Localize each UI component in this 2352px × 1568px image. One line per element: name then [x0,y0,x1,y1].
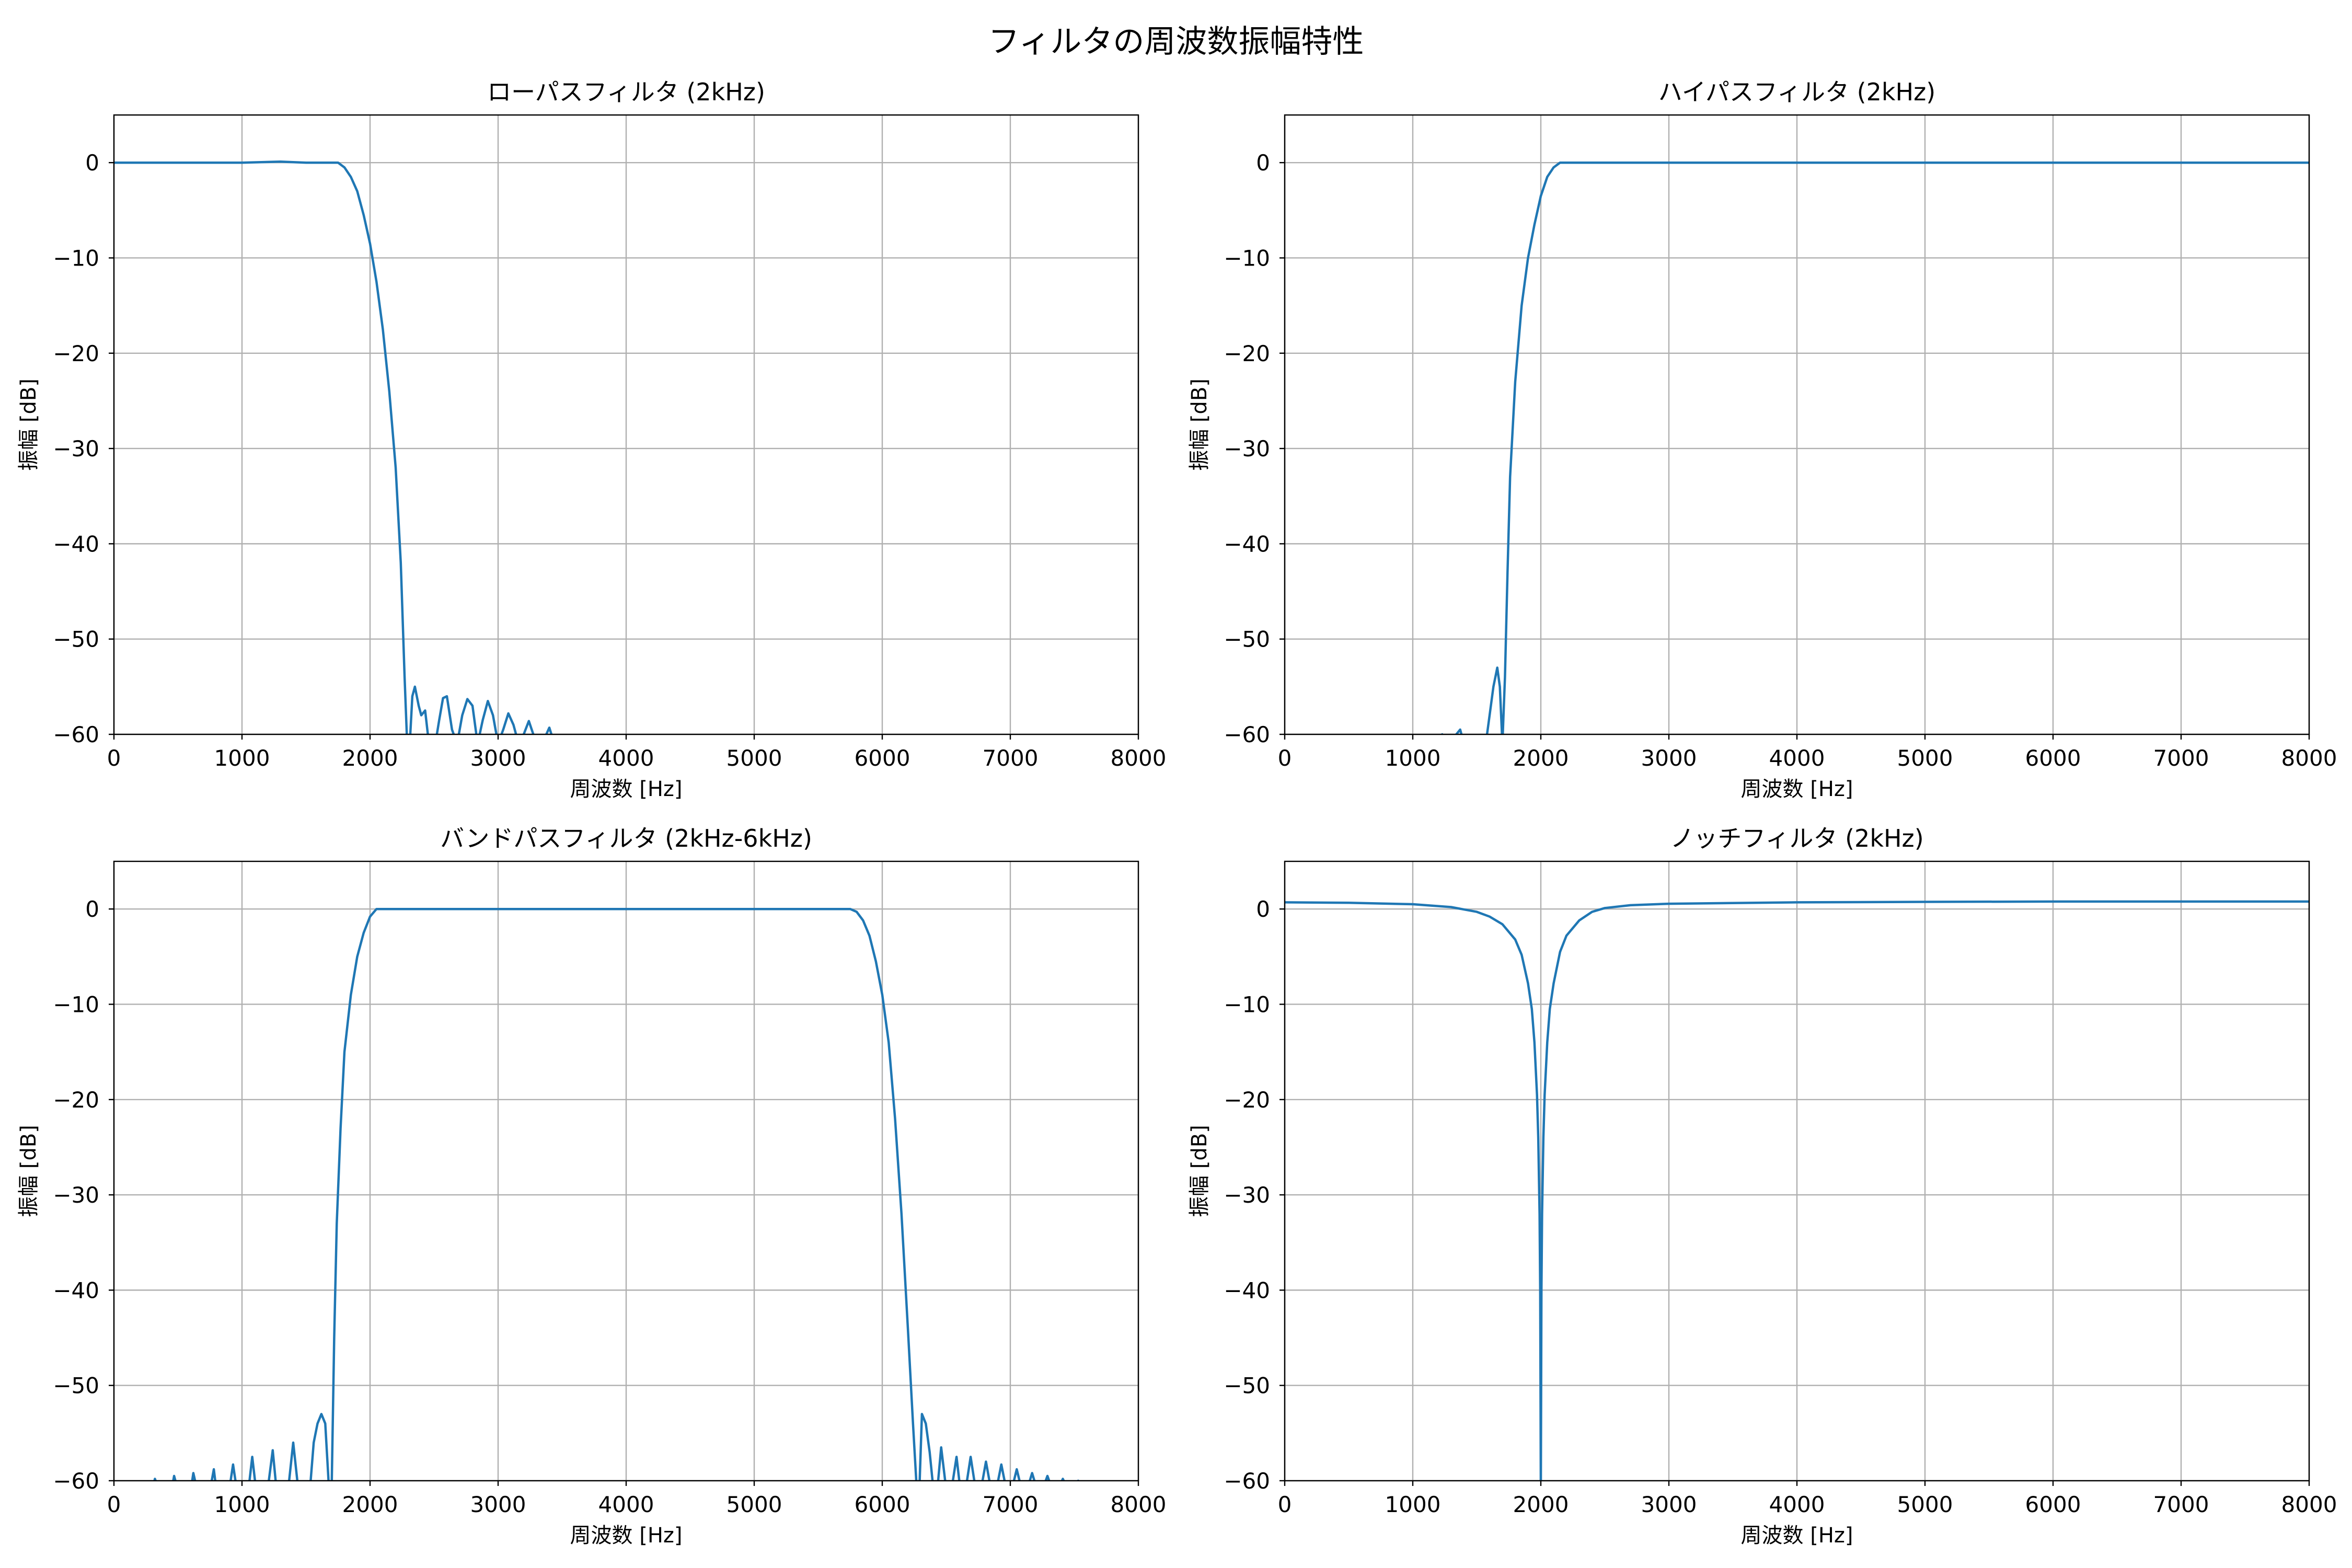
x-tick-label: 7000 [2153,1492,2209,1517]
y-tick-label: −30 [53,436,99,462]
figure-suptitle: フィルタの周波数振幅特性 [988,24,1364,60]
x-tick-label: 5000 [1897,1492,1953,1517]
x-tick-label: 5000 [1897,745,1953,771]
x-tick-label: 8000 [1111,1492,1167,1517]
x-tick-label: 0 [1278,745,1292,771]
x-tick-label: 1000 [1385,745,1441,771]
x-tick-label: 3000 [1641,1492,1697,1517]
y-tick-label: 0 [85,150,99,176]
x-tick-label: 5000 [727,745,782,771]
x-axis-label: 周波数 [Hz] [570,1524,683,1548]
y-tick-label: −50 [53,1373,99,1399]
y-tick-label: −10 [1224,991,1270,1017]
series-line [1440,161,2309,734]
x-tick-label: 1000 [1385,1492,1441,1517]
x-tick-label: 2000 [1513,745,1569,771]
y-tick-label: −60 [1224,722,1270,747]
x-tick-label: 6000 [855,1492,910,1517]
x-tick-label: 1000 [214,745,270,771]
x-tick-label: 6000 [855,745,910,771]
x-tick-label: 7000 [2153,745,2209,771]
y-axis-label: 振幅 [dB] [17,378,41,471]
chart-panel-4: 0 1000 2000 3000 4000 5000 6000 7000 8000 0 −10 −20… [1187,824,2337,1548]
x-tick-label: 5000 [727,1492,782,1517]
y-axis-label: 振幅 [dB] [17,1125,41,1217]
y-tick-label: 0 [1256,896,1270,922]
y-tick-label: 0 [1256,150,1270,176]
x-tick-label: 0 [107,1492,121,1517]
y-tick-label: −50 [1224,627,1270,652]
y-tick-label: −10 [1224,245,1270,271]
chart-title: バンドパスフィルタ (2kHz-6kHz) [440,824,812,852]
x-tick-label: 1000 [214,1492,270,1517]
y-tick-label: −60 [53,1468,99,1494]
x-tick-label: 0 [107,745,121,771]
x-tick-label: 4000 [1769,1492,1825,1517]
y-tick-label: −50 [53,627,99,652]
series-line [114,160,553,734]
x-tick-label: 8000 [2281,1492,2337,1517]
x-axis-label: 周波数 [Hz] [1741,1524,1853,1548]
y-tick-label: −20 [1224,341,1270,366]
y-tick-label: −20 [53,341,99,366]
chart-title: ノッチフィルタ (2kHz) [1670,824,1923,852]
y-axis-label: 振幅 [dB] [1187,1125,1212,1217]
x-tick-label: 4000 [598,745,654,771]
y-tick-label: 0 [85,896,99,922]
x-tick-label: 6000 [2025,1492,2081,1517]
x-tick-label: 4000 [598,1492,654,1517]
x-tick-label: 2000 [342,745,398,771]
y-tick-label: −40 [1224,1277,1270,1303]
x-axis-label: 周波数 [Hz] [570,777,683,801]
y-tick-label: −10 [53,991,99,1017]
x-tick-label: 2000 [342,1492,398,1517]
series-line [153,907,1080,1481]
y-axis-label: 振幅 [dB] [1187,378,1212,471]
x-tick-label: 3000 [470,1492,526,1517]
x-tick-label: 8000 [1111,745,1167,771]
x-tick-label: 8000 [2281,745,2337,771]
y-tick-label: −40 [53,531,99,557]
x-tick-label: 2000 [1513,1492,1569,1517]
y-tick-label: −60 [1224,1468,1270,1494]
x-tick-label: 4000 [1769,745,1825,771]
y-tick-label: −40 [1224,531,1270,557]
x-tick-label: 0 [1278,1492,1292,1517]
chart-title: ハイパスフィルタ (2kHz) [1658,78,1935,106]
y-tick-label: −20 [1224,1087,1270,1113]
y-tick-label: −30 [53,1182,99,1208]
x-tick-label: 6000 [2025,745,2081,771]
y-tick-label: −30 [1224,436,1270,462]
chart-title: ローパスフィルタ (2kHz) [487,78,765,106]
y-tick-label: −20 [53,1087,99,1113]
x-axis-label: 周波数 [Hz] [1741,777,1853,801]
y-tick-label: −40 [53,1277,99,1303]
y-tick-label: −60 [53,722,99,747]
y-tick-label: −30 [1224,1182,1270,1208]
x-tick-label: 7000 [983,745,1039,771]
y-tick-label: −10 [53,245,99,271]
x-tick-label: 3000 [1641,745,1697,771]
chart-panel-1: 0 1000 2000 3000 4000 5000 6000 7000 8000 0 −10 −20… [17,78,1166,801]
chart-panel-2: 0 1000 2000 3000 4000 5000 6000 7000 8000 0 −10 −20… [1187,78,2337,801]
chart-panel-3: 0 1000 2000 3000 4000 5000 6000 7000 8000 0 −10 −20… [17,824,1166,1548]
series-line [1285,900,2309,1481]
y-tick-label: −50 [1224,1373,1270,1399]
x-tick-label: 3000 [470,745,526,771]
x-tick-label: 7000 [983,1492,1039,1517]
